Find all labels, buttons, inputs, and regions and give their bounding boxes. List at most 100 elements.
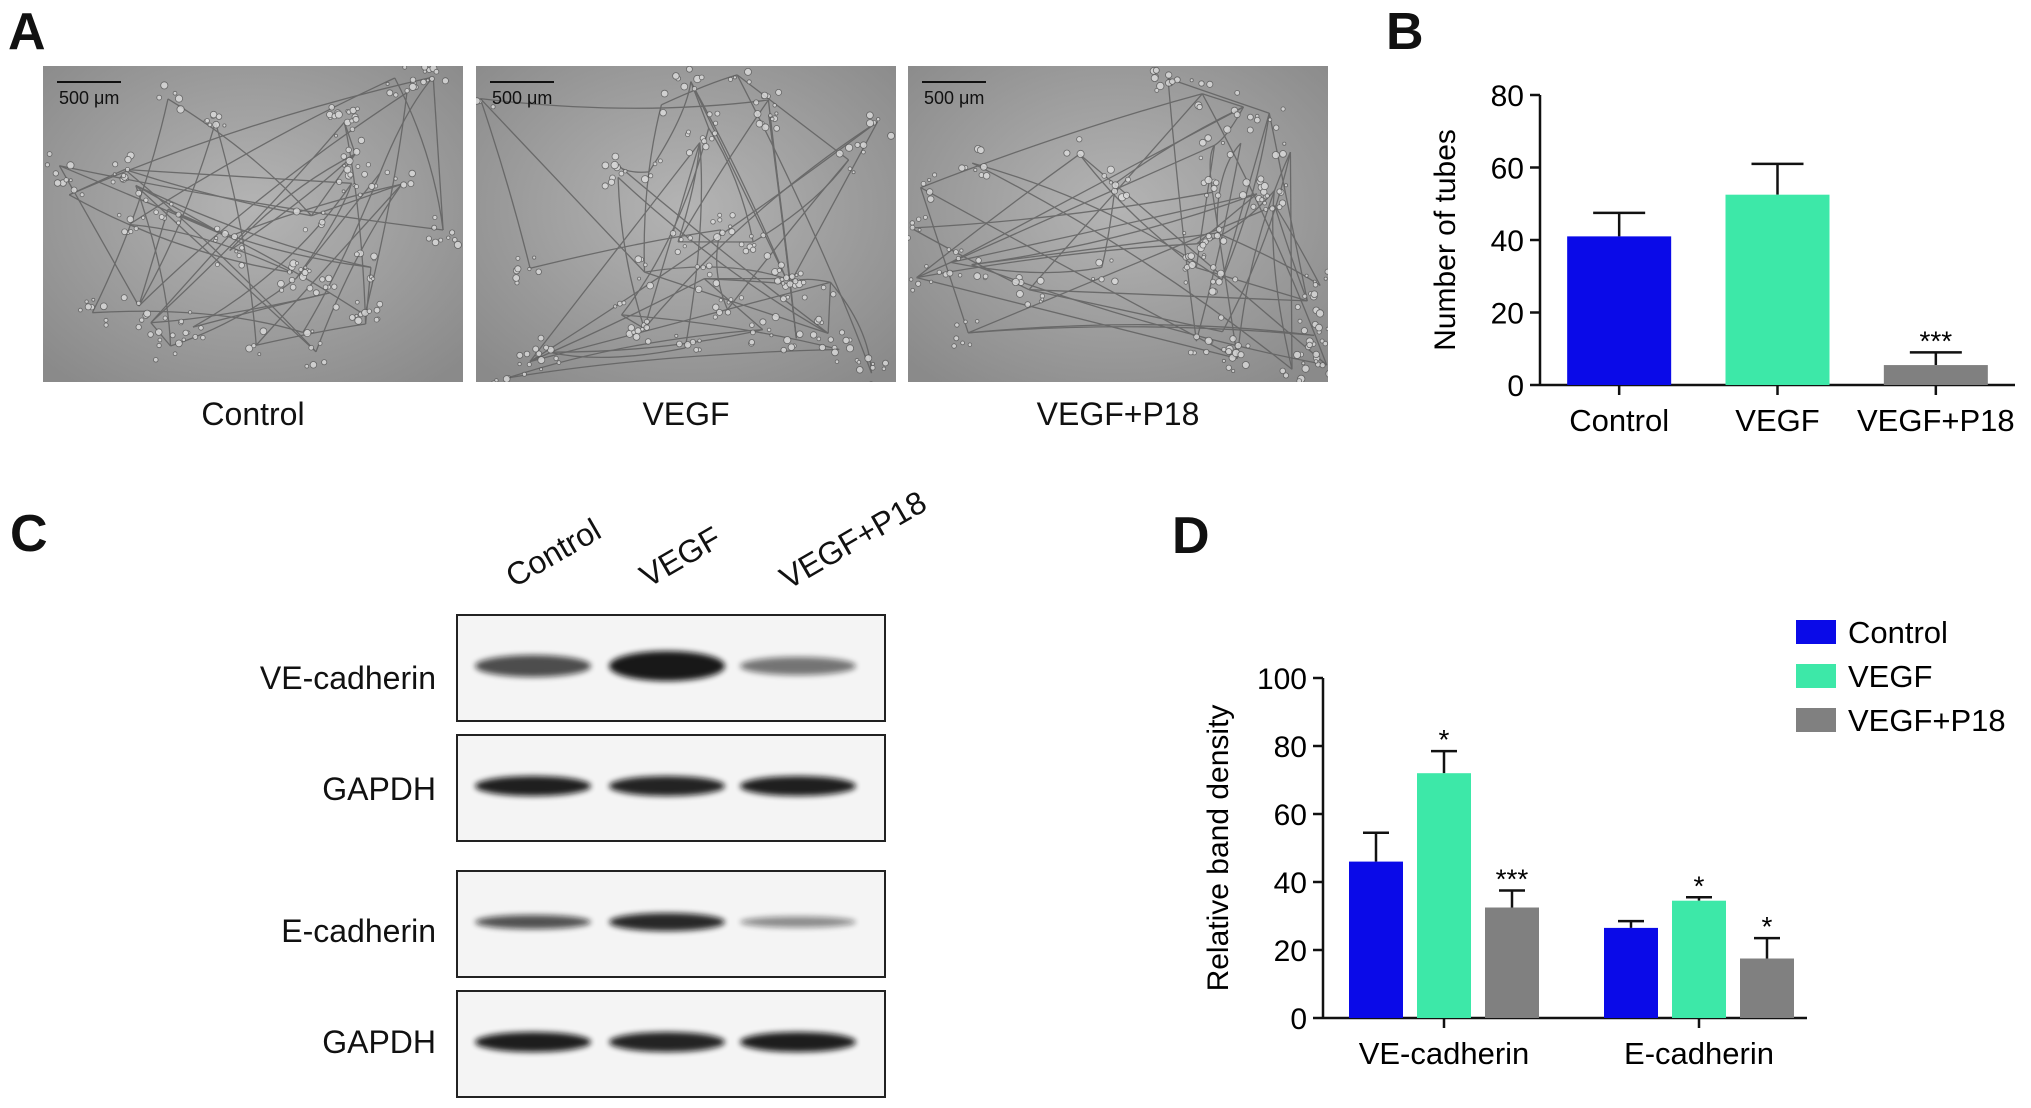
y-tick-label: 0 <box>1507 370 1524 403</box>
cell <box>157 337 163 343</box>
cell <box>121 173 127 179</box>
micrograph-label-control: Control <box>201 396 305 432</box>
y-tick-label: 80 <box>1274 731 1307 764</box>
tube-segment <box>971 232 1218 266</box>
tube-segment <box>135 185 317 353</box>
cell <box>766 327 772 333</box>
cell <box>915 280 922 287</box>
cell <box>431 224 438 231</box>
cell <box>1091 276 1096 281</box>
tube-segment <box>138 122 217 307</box>
cell <box>669 230 677 237</box>
cell <box>815 315 823 323</box>
cell <box>259 327 268 336</box>
cell <box>294 261 300 266</box>
cell <box>345 157 354 166</box>
cell <box>1241 361 1250 369</box>
x-tick-label: VEGF <box>1735 403 1819 438</box>
cell <box>1322 340 1328 347</box>
cell <box>924 264 929 269</box>
cell <box>1221 358 1226 363</box>
cell <box>775 88 783 96</box>
cell <box>303 265 308 270</box>
cell <box>682 244 687 249</box>
tube-segment <box>1078 153 1197 269</box>
cell <box>706 111 713 118</box>
cell <box>954 322 960 328</box>
cell <box>306 284 314 292</box>
tube-segment <box>124 168 317 353</box>
cell <box>1036 276 1045 285</box>
cell <box>429 75 435 82</box>
cell <box>887 131 896 140</box>
y-axis-label: Relative band density <box>1202 705 1235 992</box>
cell <box>637 276 642 281</box>
cell <box>910 288 915 293</box>
cell <box>147 331 154 338</box>
cell <box>1109 258 1114 263</box>
cell <box>1313 359 1319 364</box>
cell <box>116 212 122 218</box>
cell <box>920 181 927 187</box>
blot-gapdh-1 <box>456 734 886 842</box>
cell <box>749 234 754 239</box>
tube-segment <box>192 182 353 328</box>
cell <box>866 111 874 120</box>
cell <box>334 133 338 138</box>
cell <box>1111 181 1120 189</box>
cell <box>830 291 837 298</box>
tube-segment <box>214 122 257 346</box>
cell <box>328 104 335 111</box>
cell <box>1296 378 1303 384</box>
band-vegf <box>609 776 725 796</box>
cell <box>769 333 774 338</box>
blot-ve-cadherin <box>456 614 886 722</box>
cell <box>977 146 985 154</box>
tube-segment <box>827 282 832 334</box>
cell <box>1039 293 1045 299</box>
cell <box>135 189 142 197</box>
cell <box>1245 343 1251 349</box>
legend-label: Control <box>1848 615 1948 650</box>
cell <box>773 125 781 132</box>
cell <box>713 120 719 126</box>
cell <box>348 314 356 321</box>
cell <box>1219 237 1228 245</box>
cell <box>1204 192 1210 198</box>
cell <box>310 329 315 334</box>
micrograph-vegf-p18: 500 μm <box>901 66 1344 384</box>
cell <box>643 318 650 325</box>
tube-segment <box>920 93 1203 189</box>
tube-segment <box>644 266 787 280</box>
cell <box>1293 350 1302 359</box>
cell <box>1267 117 1273 122</box>
cell <box>238 262 245 269</box>
tube-segment <box>167 98 312 217</box>
tube-segment <box>916 276 1238 360</box>
cell <box>729 212 736 219</box>
cell <box>341 189 346 194</box>
cell <box>1260 182 1269 191</box>
y-tick-label: 100 <box>1257 663 1307 696</box>
cell <box>809 331 818 339</box>
cell <box>421 63 429 71</box>
cell <box>188 310 193 315</box>
cell <box>143 309 152 318</box>
cell <box>712 314 718 320</box>
cell <box>1324 268 1331 275</box>
cell <box>318 218 326 226</box>
cell <box>1325 326 1330 331</box>
cell <box>1208 287 1217 296</box>
tube-segment <box>150 236 229 324</box>
cell <box>136 300 142 306</box>
cell <box>724 309 732 316</box>
cell <box>537 334 545 342</box>
cell <box>982 273 989 280</box>
bar-ve-cadherin-vegf <box>1417 773 1471 1018</box>
cell <box>1150 74 1159 83</box>
cell <box>373 316 380 323</box>
tube-segment <box>167 208 371 268</box>
cell <box>214 262 220 268</box>
cell <box>539 367 543 372</box>
cell <box>785 294 790 300</box>
